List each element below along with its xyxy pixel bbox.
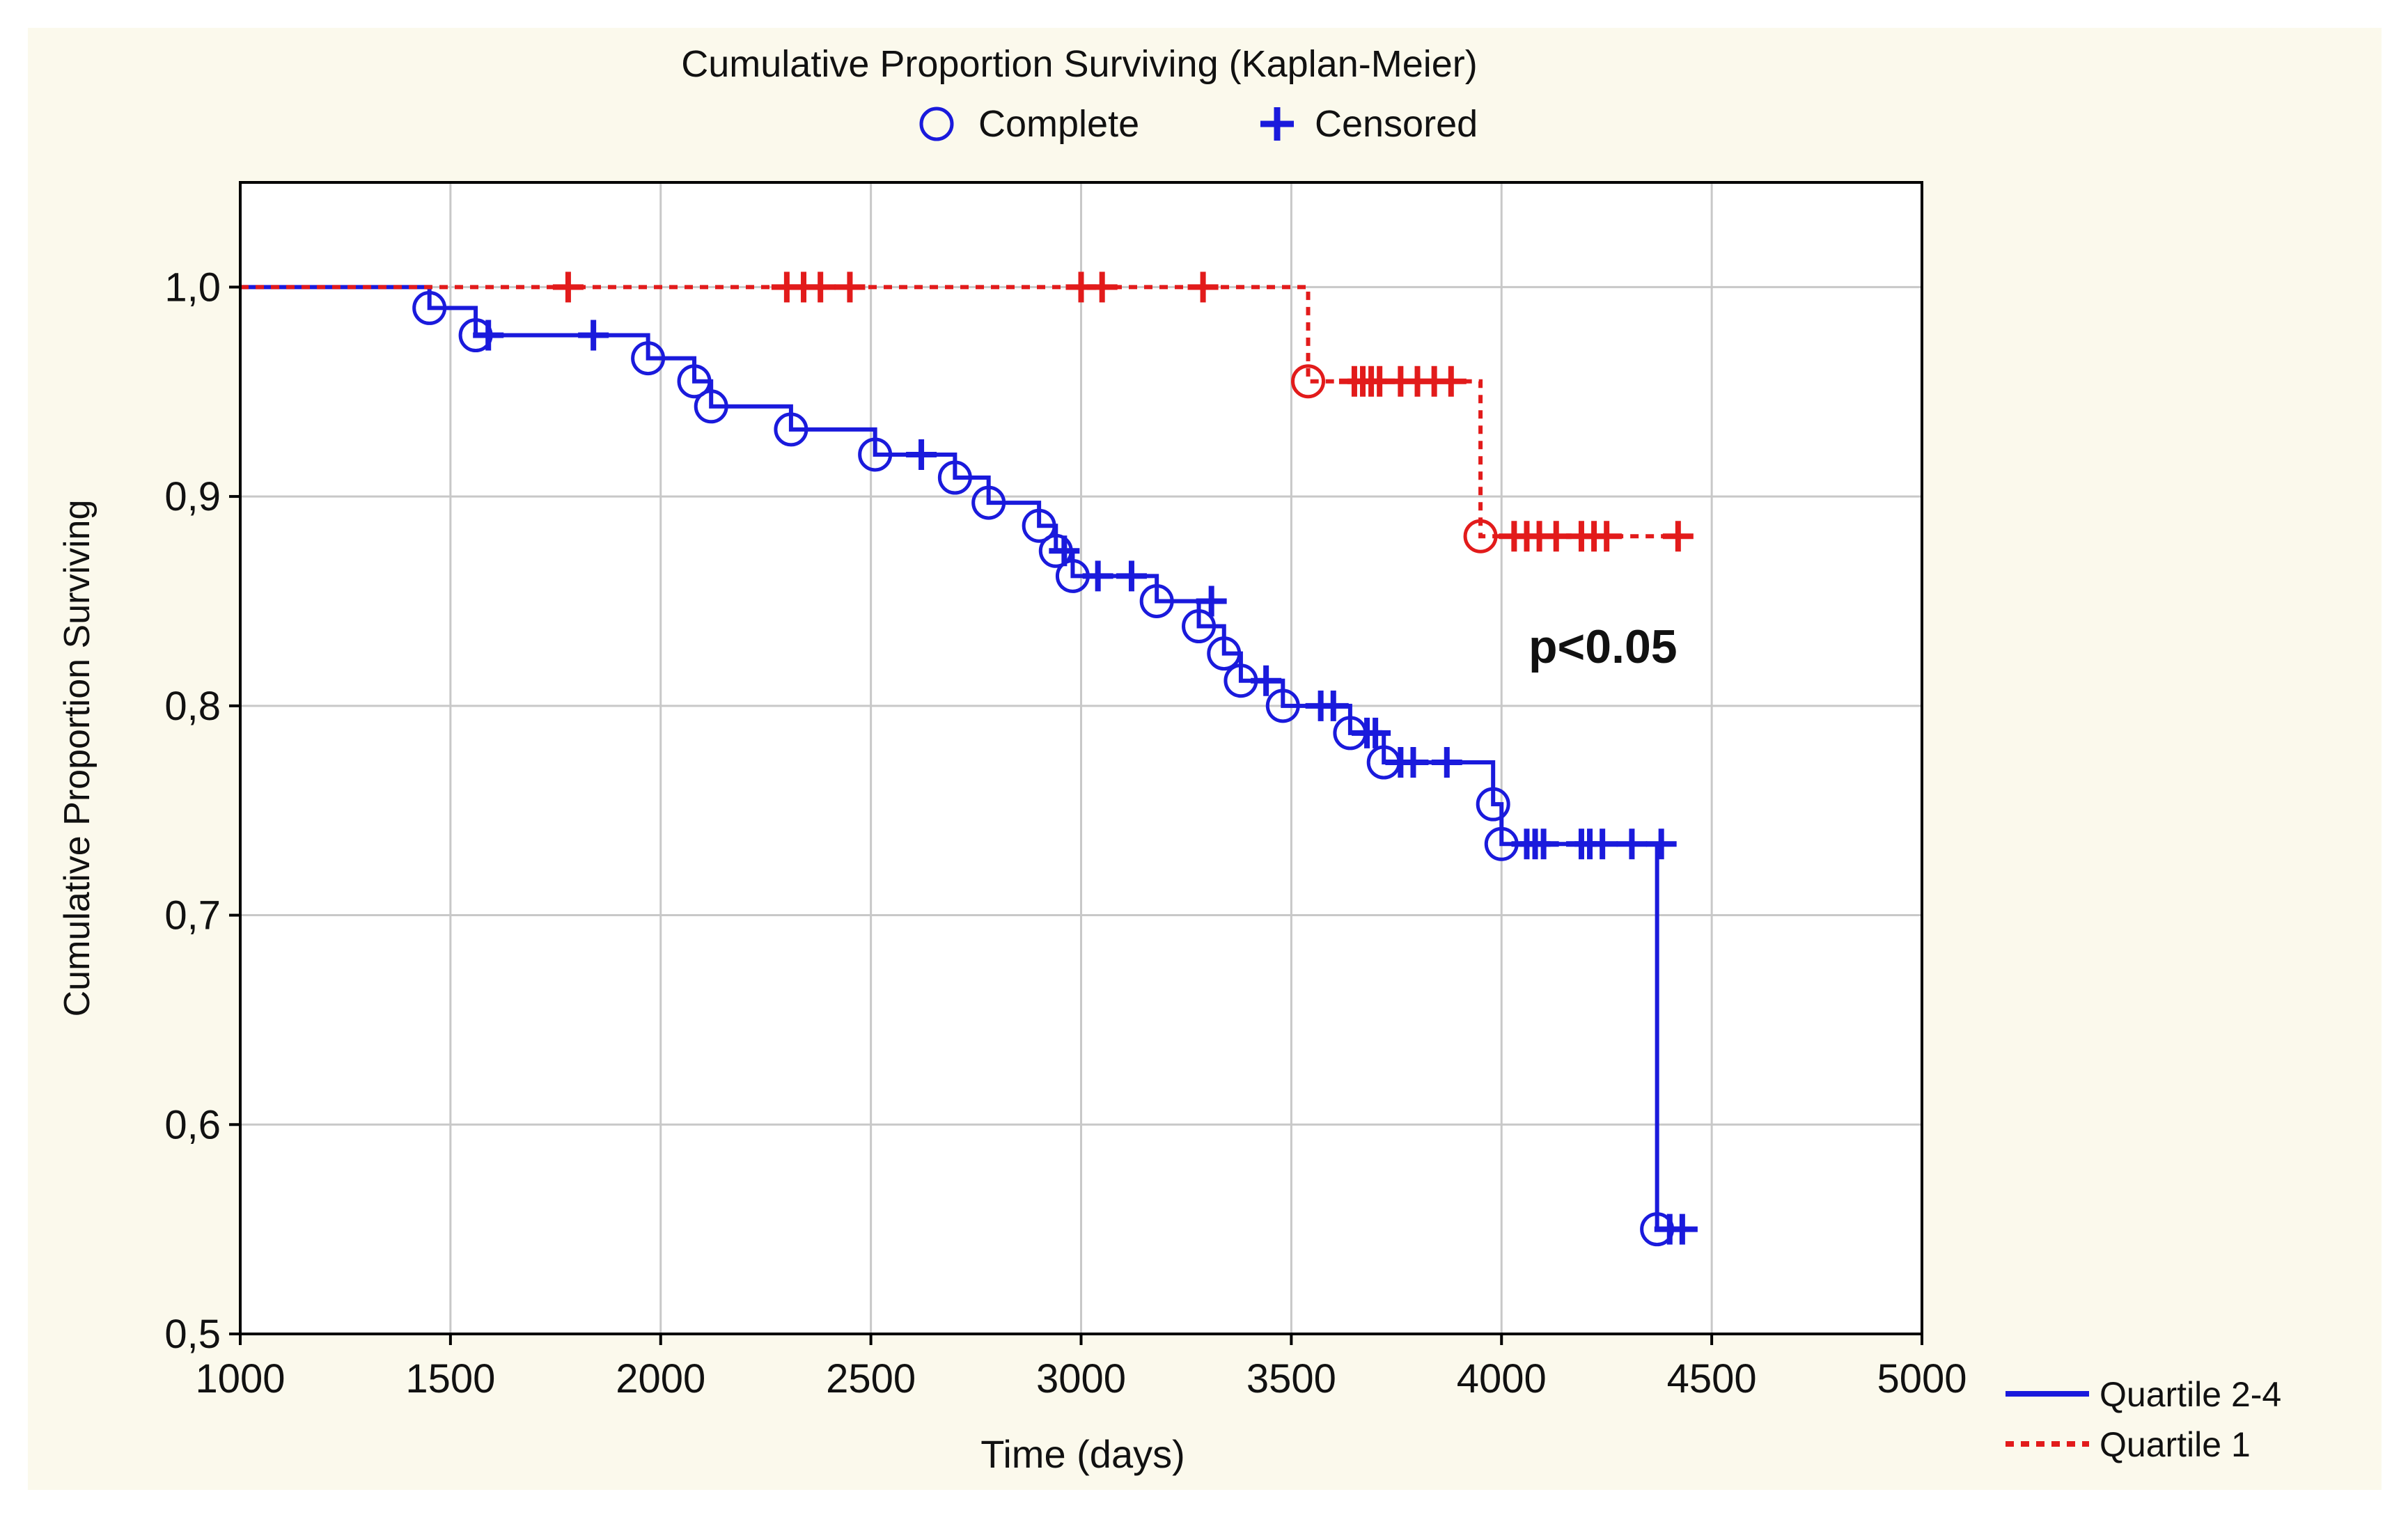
censored-marker-quartile-2-4	[1196, 586, 1227, 617]
censored-marker-quartile-2-4	[1049, 535, 1080, 567]
censored-marker-quartile-2-4	[1116, 560, 1147, 592]
series-legend: Quartile 2-4 Quartile 1	[2006, 1375, 2281, 1464]
censored-marker-quartile-1	[552, 272, 584, 303]
complete-marker-quartile-2-4	[1265, 689, 1300, 723]
x-axis-label: Time (days)	[980, 1432, 1185, 1476]
censored-marker-quartile-1	[834, 272, 866, 303]
complete-marker-quartile-2-4	[1022, 508, 1056, 543]
y-tick-label: 0,7	[164, 893, 221, 938]
censored-marker-quartile-2-4	[1360, 717, 1391, 748]
x-tick-label: 2500	[826, 1356, 916, 1401]
censored-marker-quartile-2-4	[1318, 690, 1349, 721]
censored-marker-quartile-1	[1435, 366, 1467, 397]
data-markers	[412, 272, 1698, 1247]
complete-marker-quartile-2-4	[1207, 636, 1242, 671]
complete-marker-quartile-2-4	[858, 437, 893, 472]
legend-quartile-1-label: Quartile 1	[2100, 1425, 2251, 1464]
y-axis-ticks: 0,5 0,6 0,7 0,8 0,9 1,0	[164, 265, 240, 1357]
x-tick-label: 4000	[1457, 1356, 1547, 1401]
censored-marker-quartile-1	[805, 272, 836, 303]
x-axis-ticks: 1000 1500 2000 2500 3000 3500 4000 4500 5000	[195, 1334, 1967, 1401]
censored-marker-quartile-2-4	[1082, 560, 1113, 592]
x-tick-label: 5000	[1877, 1356, 1967, 1401]
complete-marker-quartile-2-4	[677, 364, 712, 399]
y-tick-label: 0,6	[164, 1102, 221, 1147]
y-tick-label: 1,0	[164, 265, 221, 310]
censored-marker-quartile-2-4	[1645, 828, 1677, 860]
legend-complete-label: Complete	[978, 103, 1139, 145]
legend-quartile-2-4-label: Quartile 2-4	[2100, 1375, 2281, 1414]
censored-marker-quartile-2-4	[906, 439, 937, 470]
complete-marker-quartile-2-4	[694, 389, 728, 424]
x-tick-label: 3500	[1246, 1356, 1336, 1401]
p-value-annotation: p<0.05	[1529, 620, 1678, 673]
censored-marker-quartile-2-4	[473, 320, 504, 351]
chart-title: Cumulative Proportion Surviving (Kaplan-…	[681, 43, 1477, 85]
censored-marker-quartile-1	[1187, 272, 1219, 303]
complete-marker-quartile-2-4	[1476, 787, 1510, 822]
y-tick-label: 0,9	[164, 474, 221, 519]
censored-marker-quartile-2-4	[578, 320, 609, 351]
legend-complete-circle-icon	[919, 107, 954, 141]
censored-marker-quartile-2-4	[1398, 747, 1429, 778]
marker-legend: Complete Censored	[919, 103, 1478, 145]
censored-marker-quartile-1	[1591, 521, 1623, 552]
censored-marker-quartile-2-4	[1666, 1213, 1698, 1245]
legend-censored-label: Censored	[1315, 103, 1478, 145]
x-tick-label: 2000	[616, 1356, 705, 1401]
x-tick-label: 3000	[1036, 1356, 1126, 1401]
censored-marker-quartile-1	[1662, 521, 1694, 552]
y-tick-label: 0,5	[164, 1312, 221, 1357]
legend-censored-plus-icon	[1260, 107, 1294, 141]
censored-marker-quartile-2-4	[1431, 747, 1462, 778]
complete-marker-quartile-2-4	[1182, 609, 1217, 644]
censored-marker-quartile-2-4	[1587, 828, 1618, 860]
complete-marker-quartile-2-4	[412, 290, 447, 325]
complete-marker-quartile-2-4	[971, 485, 1006, 520]
y-tick-label: 0,8	[164, 684, 221, 729]
x-tick-label: 1000	[195, 1356, 285, 1401]
x-tick-label: 1500	[405, 1356, 495, 1401]
censored-marker-quartile-2-4	[1528, 828, 1559, 860]
complete-marker-quartile-2-4	[1139, 583, 1174, 618]
complete-marker-quartile-2-4	[631, 341, 666, 376]
censored-marker-quartile-2-4	[1616, 828, 1648, 860]
y-axis-label: Cumulative Proportion Surviving	[57, 500, 97, 1017]
complete-marker-quartile-1	[1291, 364, 1326, 399]
x-tick-label: 4500	[1667, 1356, 1757, 1401]
complete-marker-quartile-2-4	[774, 412, 808, 447]
censored-marker-quartile-1	[1086, 272, 1118, 303]
complete-marker-quartile-1	[1463, 519, 1498, 553]
complete-marker-quartile-2-4	[937, 460, 972, 495]
censored-marker-quartile-2-4	[1251, 665, 1282, 696]
